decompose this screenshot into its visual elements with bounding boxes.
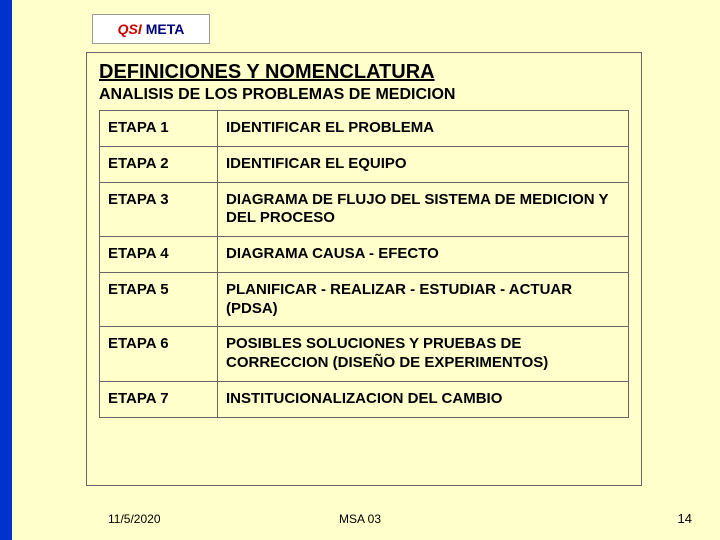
stage-cell: ETAPA 1 xyxy=(100,111,218,147)
desc-cell: POSIBLES SOLUCIONES Y PRUEBAS DE CORRECC… xyxy=(218,327,629,382)
desc-cell: PLANIFICAR - REALIZAR - ESTUDIAR - ACTUA… xyxy=(218,272,629,327)
stage-cell: ETAPA 5 xyxy=(100,272,218,327)
table-row: ETAPA 1 IDENTIFICAR EL PROBLEMA xyxy=(100,111,629,147)
desc-cell: IDENTIFICAR EL EQUIPO xyxy=(218,146,629,182)
stages-table: ETAPA 1 IDENTIFICAR EL PROBLEMA ETAPA 2 … xyxy=(99,110,629,418)
table-row: ETAPA 3 DIAGRAMA DE FLUJO DEL SISTEMA DE… xyxy=(100,182,629,237)
logo-part2: META xyxy=(146,21,185,37)
table-row: ETAPA 7 INSTITUCIONALIZACION DEL CAMBIO xyxy=(100,381,629,417)
desc-cell: DIAGRAMA CAUSA - EFECTO xyxy=(218,237,629,273)
desc-cell: INSTITUCIONALIZACION DEL CAMBIO xyxy=(218,381,629,417)
table-row: ETAPA 2 IDENTIFICAR EL EQUIPO xyxy=(100,146,629,182)
stage-cell: ETAPA 2 xyxy=(100,146,218,182)
page-subtitle: ANALISIS DE LOS PROBLEMAS DE MEDICION xyxy=(99,86,629,104)
desc-cell: DIAGRAMA DE FLUJO DEL SISTEMA DE MEDICIO… xyxy=(218,182,629,237)
footer-page: 14 xyxy=(678,511,692,526)
content-frame: DEFINICIONES Y NOMENCLATURA ANALISIS DE … xyxy=(86,52,642,486)
stage-cell: ETAPA 7 xyxy=(100,381,218,417)
page-title: DEFINICIONES Y NOMENCLATURA xyxy=(99,61,629,84)
table-row: ETAPA 4 DIAGRAMA CAUSA - EFECTO xyxy=(100,237,629,273)
stage-cell: ETAPA 4 xyxy=(100,237,218,273)
table-row: ETAPA 6 POSIBLES SOLUCIONES Y PRUEBAS DE… xyxy=(100,327,629,382)
logo: QSI META xyxy=(92,14,210,44)
left-stripe xyxy=(0,0,12,540)
table-row: ETAPA 5 PLANIFICAR - REALIZAR - ESTUDIAR… xyxy=(100,272,629,327)
footer-center: MSA 03 xyxy=(0,512,720,526)
desc-cell: IDENTIFICAR EL PROBLEMA xyxy=(218,111,629,147)
logo-part1: QSI xyxy=(118,21,142,37)
stage-cell: ETAPA 6 xyxy=(100,327,218,382)
stage-cell: ETAPA 3 xyxy=(100,182,218,237)
